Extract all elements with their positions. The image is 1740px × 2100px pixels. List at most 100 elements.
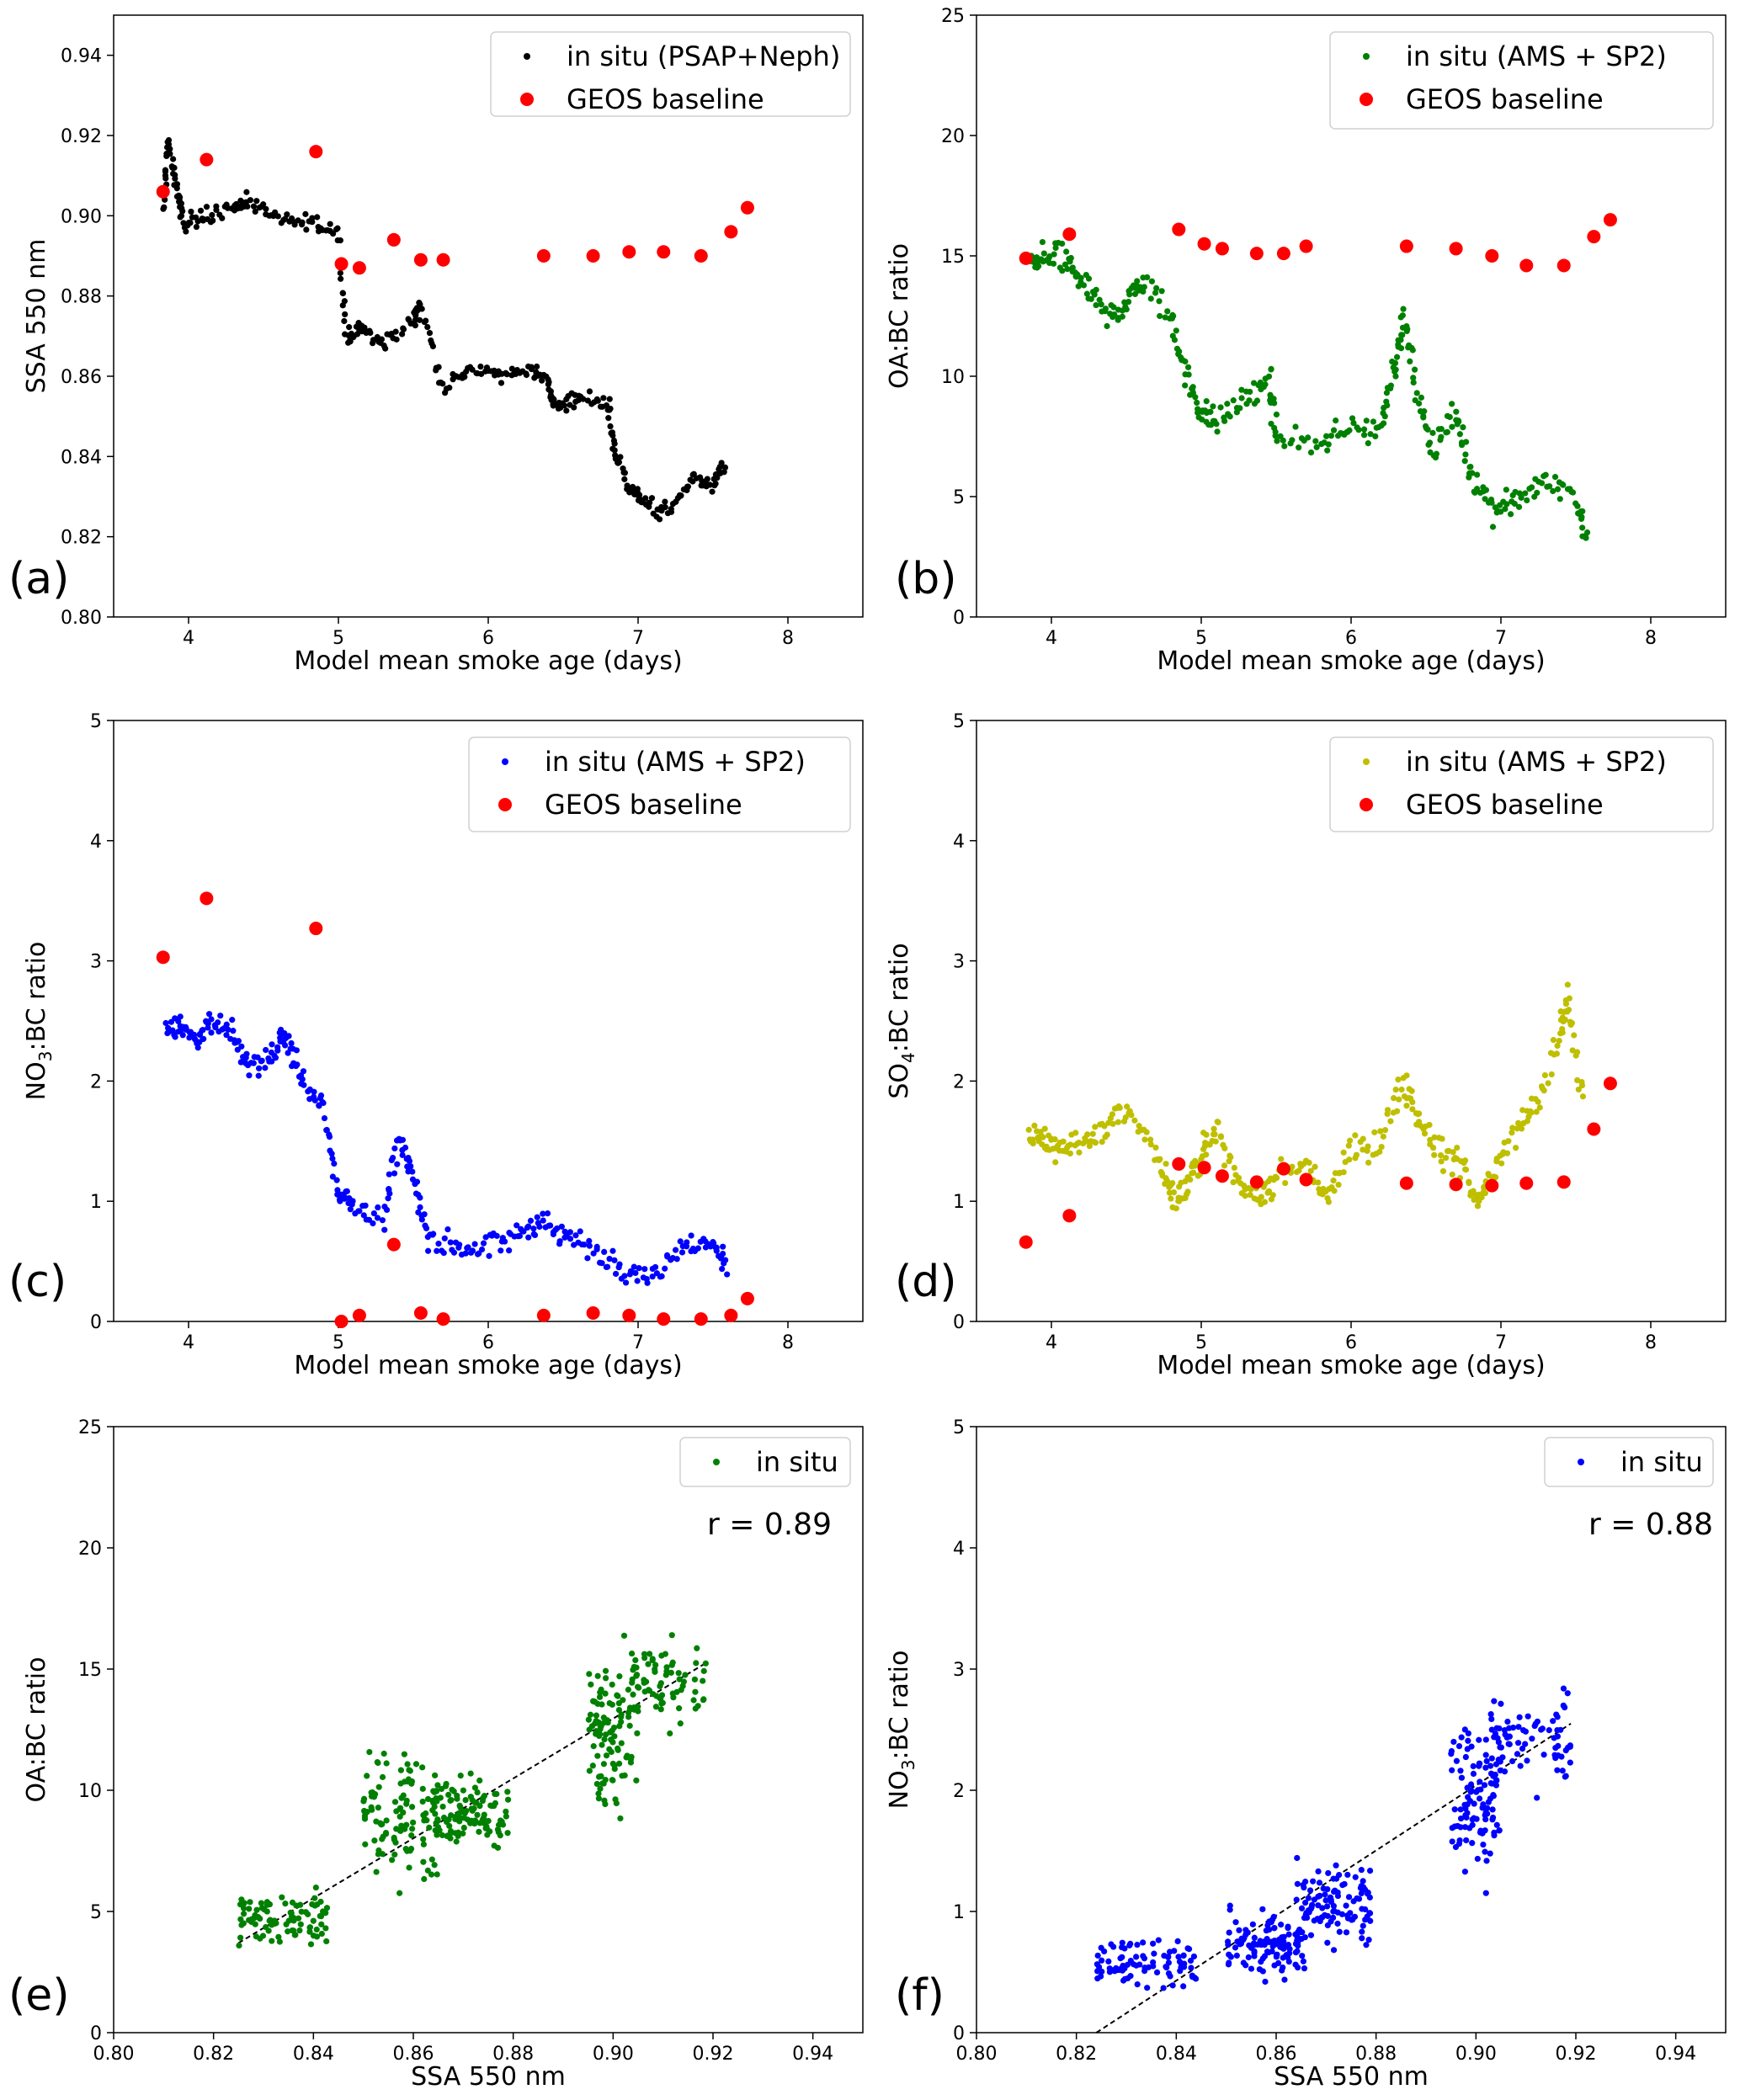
point-in-situ bbox=[617, 1815, 624, 1822]
point-in-situ bbox=[1562, 1704, 1568, 1711]
point-in-situ bbox=[1477, 1786, 1484, 1793]
point-in-situ bbox=[1259, 1968, 1266, 1975]
point-in-situ-ams-sp2- bbox=[1247, 388, 1253, 396]
x-axis-label: Model mean smoke age (days) bbox=[1157, 1351, 1545, 1380]
point-in-situ bbox=[1531, 1722, 1538, 1730]
point-in-situ bbox=[410, 1819, 417, 1826]
point-in-situ bbox=[646, 1651, 653, 1657]
point-in-situ-ams-sp2- bbox=[319, 1098, 326, 1105]
point-in-situ-ams-sp2- bbox=[1162, 314, 1168, 321]
point-in-situ bbox=[1101, 1948, 1108, 1955]
point-in-situ-ams-sp2- bbox=[1509, 1124, 1516, 1131]
point-in-situ bbox=[630, 1691, 636, 1698]
point-in-situ-psap-neph- bbox=[161, 205, 168, 211]
point-in-situ bbox=[1233, 1952, 1240, 1959]
point-in-situ-ams-sp2- bbox=[627, 1268, 635, 1274]
point-geos-baseline bbox=[436, 253, 450, 267]
point-in-situ-ams-sp2- bbox=[1221, 417, 1228, 424]
point-in-situ-psap-neph- bbox=[247, 197, 254, 204]
point-in-situ-ams-sp2- bbox=[1399, 312, 1406, 319]
panel-a: 4 5 6 7 8 0.80 0.82 0.84 0.86 0.88 0.90 0.92 0.94 Mod… bbox=[8, 14, 864, 676]
point-in-situ-ams-sp2- bbox=[1397, 345, 1405, 352]
y-tick-label: 0.92 bbox=[61, 126, 102, 147]
point-in-situ bbox=[692, 1688, 699, 1695]
point-in-situ bbox=[364, 1809, 370, 1816]
point-in-situ bbox=[467, 1770, 474, 1777]
point-in-situ-psap-neph- bbox=[263, 205, 269, 212]
point-in-situ bbox=[1111, 1968, 1118, 1975]
point-geos-baseline bbox=[1299, 239, 1313, 253]
point-in-situ-ams-sp2- bbox=[1421, 1130, 1429, 1137]
point-in-situ-ams-sp2- bbox=[1469, 470, 1476, 476]
point-in-situ-ams-sp2- bbox=[1550, 487, 1556, 495]
point-in-situ bbox=[633, 1672, 641, 1678]
point-in-situ bbox=[403, 1797, 410, 1804]
point-in-situ-ams-sp2- bbox=[1109, 1111, 1116, 1118]
point-in-situ bbox=[408, 1832, 415, 1839]
point-in-situ-ams-sp2- bbox=[229, 1017, 236, 1023]
point-in-situ-psap-neph- bbox=[586, 388, 593, 395]
point-in-situ-ams-sp2- bbox=[1533, 1108, 1540, 1115]
point-in-situ-ams-sp2- bbox=[1084, 1131, 1091, 1138]
point-in-situ bbox=[1264, 1948, 1271, 1955]
point-in-situ bbox=[1491, 1829, 1498, 1836]
point-in-situ-ams-sp2- bbox=[609, 1247, 616, 1254]
point-in-situ-ams-sp2- bbox=[386, 1190, 393, 1197]
point-in-situ bbox=[1465, 1794, 1471, 1800]
point-in-situ-ams-sp2- bbox=[493, 1232, 500, 1239]
point-geos-baseline bbox=[1603, 213, 1617, 227]
point-in-situ-ams-sp2- bbox=[1403, 1103, 1410, 1109]
point-in-situ-psap-neph- bbox=[309, 215, 316, 221]
point-in-situ bbox=[618, 1719, 625, 1725]
point-in-situ-psap-neph- bbox=[177, 214, 184, 221]
point-in-situ-ams-sp2- bbox=[1528, 1109, 1535, 1116]
point-in-situ bbox=[364, 1773, 370, 1779]
point-in-situ-ams-sp2- bbox=[1443, 1155, 1450, 1162]
point-in-situ-ams-sp2- bbox=[540, 1217, 546, 1224]
point-in-situ-ams-sp2- bbox=[1147, 1136, 1154, 1143]
point-in-situ-ams-sp2- bbox=[652, 1263, 659, 1271]
point-in-situ-ams-sp2- bbox=[644, 1279, 651, 1286]
point-in-situ bbox=[479, 1797, 487, 1805]
point-in-situ-psap-neph- bbox=[399, 331, 406, 338]
point-in-situ bbox=[596, 1693, 604, 1700]
point-in-situ-ams-sp2- bbox=[1340, 1169, 1347, 1176]
point-in-situ-psap-neph- bbox=[704, 476, 710, 482]
panel-letter: (f) bbox=[895, 1970, 944, 2021]
point-in-situ-ams-sp2- bbox=[269, 1058, 275, 1065]
point-in-situ-ams-sp2- bbox=[1092, 1124, 1099, 1130]
point-in-situ-ams-sp2- bbox=[1411, 366, 1418, 373]
point-in-situ-ams-sp2- bbox=[1230, 397, 1237, 404]
point-in-situ-ams-sp2- bbox=[1238, 395, 1245, 401]
point-in-situ bbox=[599, 1741, 605, 1748]
point-in-situ bbox=[1488, 1755, 1495, 1762]
point-in-situ-ams-sp2- bbox=[1571, 1032, 1578, 1039]
point-in-situ-ams-sp2- bbox=[1371, 1129, 1378, 1135]
point-in-situ bbox=[241, 1900, 247, 1906]
point-in-situ bbox=[431, 1862, 438, 1869]
point-in-situ-ams-sp2- bbox=[1123, 306, 1130, 313]
point-in-situ bbox=[419, 1785, 426, 1792]
point-in-situ bbox=[667, 1730, 673, 1737]
point-in-situ bbox=[1271, 1925, 1278, 1932]
point-in-situ-ams-sp2- bbox=[724, 1271, 731, 1278]
point-in-situ-ams-sp2- bbox=[1503, 1150, 1511, 1156]
point-in-situ bbox=[1463, 1837, 1470, 1844]
point-in-situ-psap-neph- bbox=[547, 388, 555, 395]
point-in-situ bbox=[632, 1656, 639, 1664]
point-in-situ bbox=[626, 1704, 634, 1711]
point-in-situ bbox=[1564, 1690, 1571, 1697]
point-in-situ-ams-sp2- bbox=[1540, 1087, 1547, 1094]
point-in-situ-ams-sp2- bbox=[1169, 311, 1176, 318]
point-in-situ bbox=[1117, 1955, 1124, 1962]
point-in-situ-ams-sp2- bbox=[1265, 373, 1273, 380]
point-in-situ-ams-sp2- bbox=[1157, 1156, 1163, 1162]
point-in-situ-ams-sp2- bbox=[1400, 306, 1407, 312]
point-in-situ bbox=[420, 1858, 427, 1865]
point-in-situ-ams-sp2- bbox=[285, 1033, 292, 1039]
point-in-situ bbox=[1165, 1970, 1173, 1977]
point-in-situ-psap-neph- bbox=[418, 306, 425, 312]
point-in-situ-ams-sp2- bbox=[1261, 1199, 1269, 1205]
point-in-situ-ams-sp2- bbox=[1335, 1181, 1342, 1188]
point-in-situ bbox=[1469, 1821, 1476, 1828]
